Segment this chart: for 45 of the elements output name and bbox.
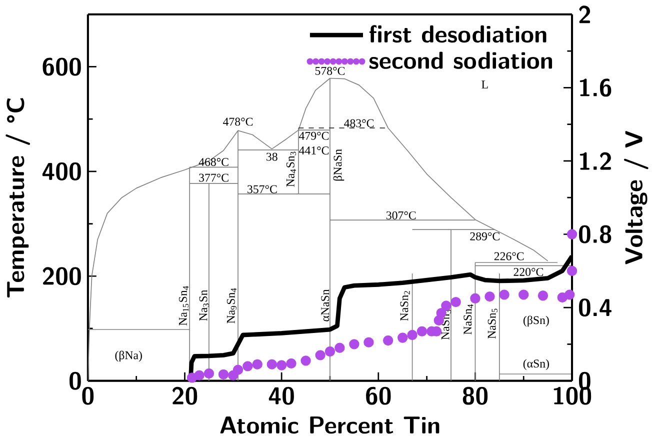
y-tick-label: 200 xyxy=(42,266,81,285)
annotation: 307°C xyxy=(386,211,416,220)
annotation: Na$_{3}$Sn xyxy=(199,290,209,321)
x-tick-label: 80 xyxy=(462,386,488,405)
annotation: Na$_{4}$Sn$_{3}$ xyxy=(286,152,296,187)
legend-label: first desodiation xyxy=(369,25,546,42)
annotation: L xyxy=(482,80,488,88)
y2-tick-label: 2 xyxy=(579,6,590,23)
legend-label: second sodiation xyxy=(369,52,552,69)
annotation: 479°C xyxy=(299,132,329,140)
annotation: 578°C xyxy=(315,66,345,75)
x-tick-label: 60 xyxy=(366,386,391,405)
annotation: 38 xyxy=(266,152,278,161)
annotation: 483°C xyxy=(344,119,374,128)
annotation: 441°C xyxy=(299,146,329,154)
x-tick-label: 20 xyxy=(172,386,198,405)
annotation: Na$_{9}$Sn$_{4}$ xyxy=(226,288,237,324)
annotation: 377°C xyxy=(199,174,228,182)
x-tick-label: 0 xyxy=(82,386,94,405)
y-tick-label: 600 xyxy=(42,58,81,76)
y2-tick-label: 1.6 xyxy=(580,78,612,97)
x-tick-label: 40 xyxy=(268,386,294,405)
annotation: Na$_{15}$Sn$_{4}$ xyxy=(178,286,189,326)
y-axis-title: Temperature / °C xyxy=(6,98,30,298)
annotation: βNaSn xyxy=(333,148,344,180)
annotation: NaSn$_{2}$ xyxy=(400,290,410,321)
annotation: (αSn) xyxy=(523,359,549,370)
y2-tick-label: 1.2 xyxy=(580,152,611,170)
annotation: 289°C xyxy=(470,232,500,240)
annotation: NaSn$_{4}$ xyxy=(464,304,474,334)
y2-tick-label: 0.8 xyxy=(579,225,612,244)
annotation: 478°C xyxy=(223,118,253,126)
annotation: 220°C xyxy=(514,268,544,276)
annotation: 468°C xyxy=(198,158,228,166)
y-tick-label: 400 xyxy=(42,162,81,180)
y2-tick-label: 0.4 xyxy=(579,298,612,316)
annotation: αNaSn xyxy=(321,289,330,322)
annotation: 357°C xyxy=(248,185,277,194)
annotation: (βNa) xyxy=(115,350,142,362)
annotation: (βSn) xyxy=(524,316,549,326)
y-tick-label: 0 xyxy=(70,372,81,390)
x-axis-title: Atomic Percent Tin xyxy=(220,416,440,434)
y2-axis-title: Voltage / V xyxy=(624,130,648,264)
annotation: NaSn$_{5}$ xyxy=(488,308,498,338)
annotation: 226°C xyxy=(494,252,524,260)
